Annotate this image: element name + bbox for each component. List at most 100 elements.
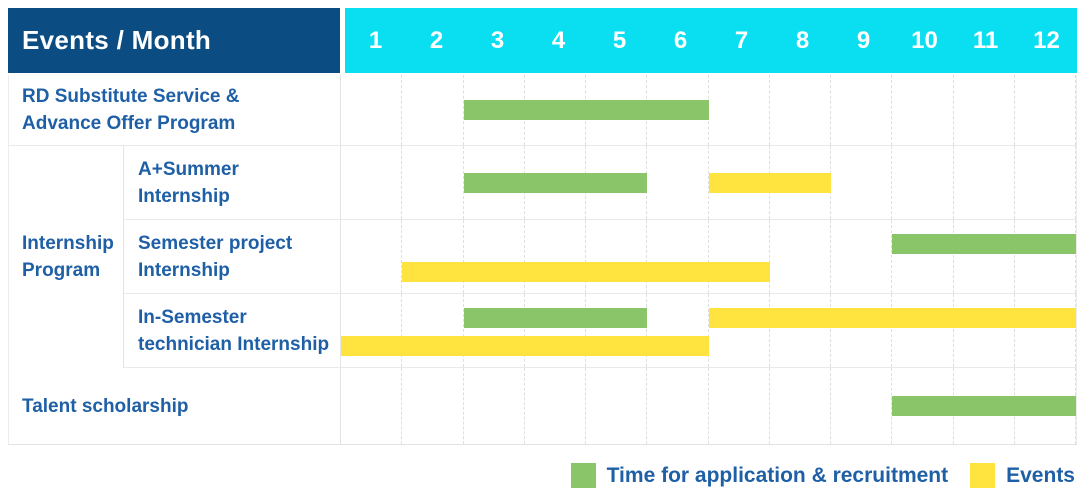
month-grid-column <box>402 294 464 367</box>
month-grid-column <box>954 146 1015 219</box>
month-label-4: 4 <box>551 26 566 54</box>
group-label-internship-program: Internship Program <box>9 146 124 368</box>
events-month-title: Events / Month <box>22 25 212 55</box>
row-rd-substitute: RD Substitute Service & Advance Offer Pro… <box>9 75 1076 146</box>
label-line: Talent scholarship <box>22 395 189 417</box>
bar-events-months-7-8 <box>708 172 831 193</box>
gantt-table: Events / Month 1 2 3 4 5 6 7 8 9 10 11 12 RD Substi… <box>8 8 1077 445</box>
month-grid-column <box>954 294 1015 367</box>
month-label-10: 10 <box>911 26 938 54</box>
month-grid-column <box>709 368 770 444</box>
month-grid-column <box>464 368 525 444</box>
label-line: A+Summer <box>138 158 239 180</box>
month-label-6: 6 <box>673 26 688 54</box>
row-timeline <box>341 294 1076 367</box>
bar-application-months-3-5 <box>463 308 648 328</box>
month-grid-column <box>892 75 954 145</box>
table-header-row: Events / Month 1 2 3 4 5 6 7 8 9 10 11 12 <box>8 8 1077 73</box>
month-grid-column <box>1015 146 1076 219</box>
month-grid-column <box>647 368 709 444</box>
month-label-5: 5 <box>612 26 627 54</box>
label-line: Semester project <box>138 232 293 254</box>
label-line: Program <box>22 260 101 281</box>
label-line: technician Internship <box>138 333 330 355</box>
month-grid-column <box>402 220 464 293</box>
label-line: RD Substitute Service & <box>22 86 240 107</box>
month-grid-column <box>954 220 1015 293</box>
month-grid-column <box>831 75 893 145</box>
legend-item-events: Events <box>970 463 1075 488</box>
month-grid-column <box>341 294 403 367</box>
month-label-12: 12 <box>1033 26 1060 54</box>
row-timeline <box>341 75 1076 145</box>
row-label-aplus-summer: A+Summer Internship <box>124 146 341 219</box>
month-label-2: 2 <box>429 26 444 54</box>
month-grid-column <box>647 294 709 367</box>
row-timeline <box>341 220 1076 293</box>
group-rows: A+Summer Internship Semester project Intern… <box>124 146 1076 368</box>
row-in-semester-technician: In-Semester technician Internship <box>124 294 1076 368</box>
legend-label-events: Events <box>1006 463 1075 487</box>
month-grid-column <box>1015 220 1076 293</box>
bar-events-months-2-7 <box>402 262 770 282</box>
month-label-9: 9 <box>856 26 871 54</box>
month-grid-column <box>954 75 1015 145</box>
bar-application-months-10-12 <box>892 234 1076 254</box>
month-grid-column <box>831 368 893 444</box>
month-grid-column <box>402 368 464 444</box>
month-grid-column <box>402 146 464 219</box>
bar-application-months-10-12 <box>892 396 1076 416</box>
month-grid-column <box>1015 75 1076 145</box>
month-label-3: 3 <box>490 26 505 54</box>
row-timeline <box>341 146 1076 219</box>
row-label-talent-scholarship: Talent scholarship <box>9 368 341 444</box>
month-grid-column <box>341 75 403 145</box>
month-grid-column <box>525 220 586 293</box>
month-label-7: 7 <box>734 26 749 54</box>
month-grid-column <box>831 146 893 219</box>
month-grid-column <box>831 220 893 293</box>
month-grid-column <box>770 220 831 293</box>
month-grid-column <box>586 368 648 444</box>
row-label-in-semester-technician: In-Semester technician Internship <box>124 294 341 367</box>
legend-swatch-events <box>970 463 996 488</box>
gantt-body: RD Substitute Service & Advance Offer Pro… <box>8 75 1077 445</box>
month-grid-column <box>464 220 525 293</box>
month-grid-column <box>525 294 586 367</box>
bar-events-months-7-12 <box>708 308 1076 328</box>
month-grid-column <box>586 294 648 367</box>
row-label-rd-substitute: RD Substitute Service & Advance Offer Pro… <box>9 75 341 145</box>
row-label-semester-project: Semester project Internship <box>124 220 341 293</box>
month-grid-column <box>525 368 586 444</box>
events-month-header-cell: Events / Month <box>8 8 340 73</box>
month-grid-column <box>647 146 709 219</box>
month-grid-column <box>831 294 893 367</box>
legend-item-application: Time for application & recruitment <box>570 463 949 488</box>
month-header: 1 2 3 4 5 6 7 8 9 10 11 12 <box>345 8 1077 73</box>
month-grid-column <box>647 220 709 293</box>
month-grid-column <box>892 146 954 219</box>
month-grid-column <box>341 220 403 293</box>
month-grid-column <box>770 294 831 367</box>
month-grid-column <box>892 220 954 293</box>
month-grid-column <box>709 75 770 145</box>
row-talent-scholarship: Talent scholarship <box>9 368 1076 444</box>
legend: Time for application & recruitment Events <box>570 463 1075 488</box>
month-grid-column <box>770 75 831 145</box>
row-timeline <box>341 368 1076 444</box>
month-grid-column <box>892 294 954 367</box>
legend-label-application: Time for application & recruitment <box>606 463 949 487</box>
month-grid-column <box>341 368 403 444</box>
month-grid-column <box>770 368 831 444</box>
month-grid-column <box>586 220 648 293</box>
group-internship-program: Internship Program A+Summer Internship Semes… <box>9 146 1076 368</box>
label-line: Internship <box>22 233 114 254</box>
month-grid-column <box>1015 294 1076 367</box>
row-aplus-summer: A+Summer Internship <box>124 146 1076 220</box>
month-label-8: 8 <box>795 26 810 54</box>
row-semester-project: Semester project Internship <box>124 220 1076 294</box>
label-line: In-Semester <box>138 306 247 328</box>
label-line: Advance Offer Program <box>22 113 236 134</box>
bar-events-months-1-6 <box>341 336 709 356</box>
